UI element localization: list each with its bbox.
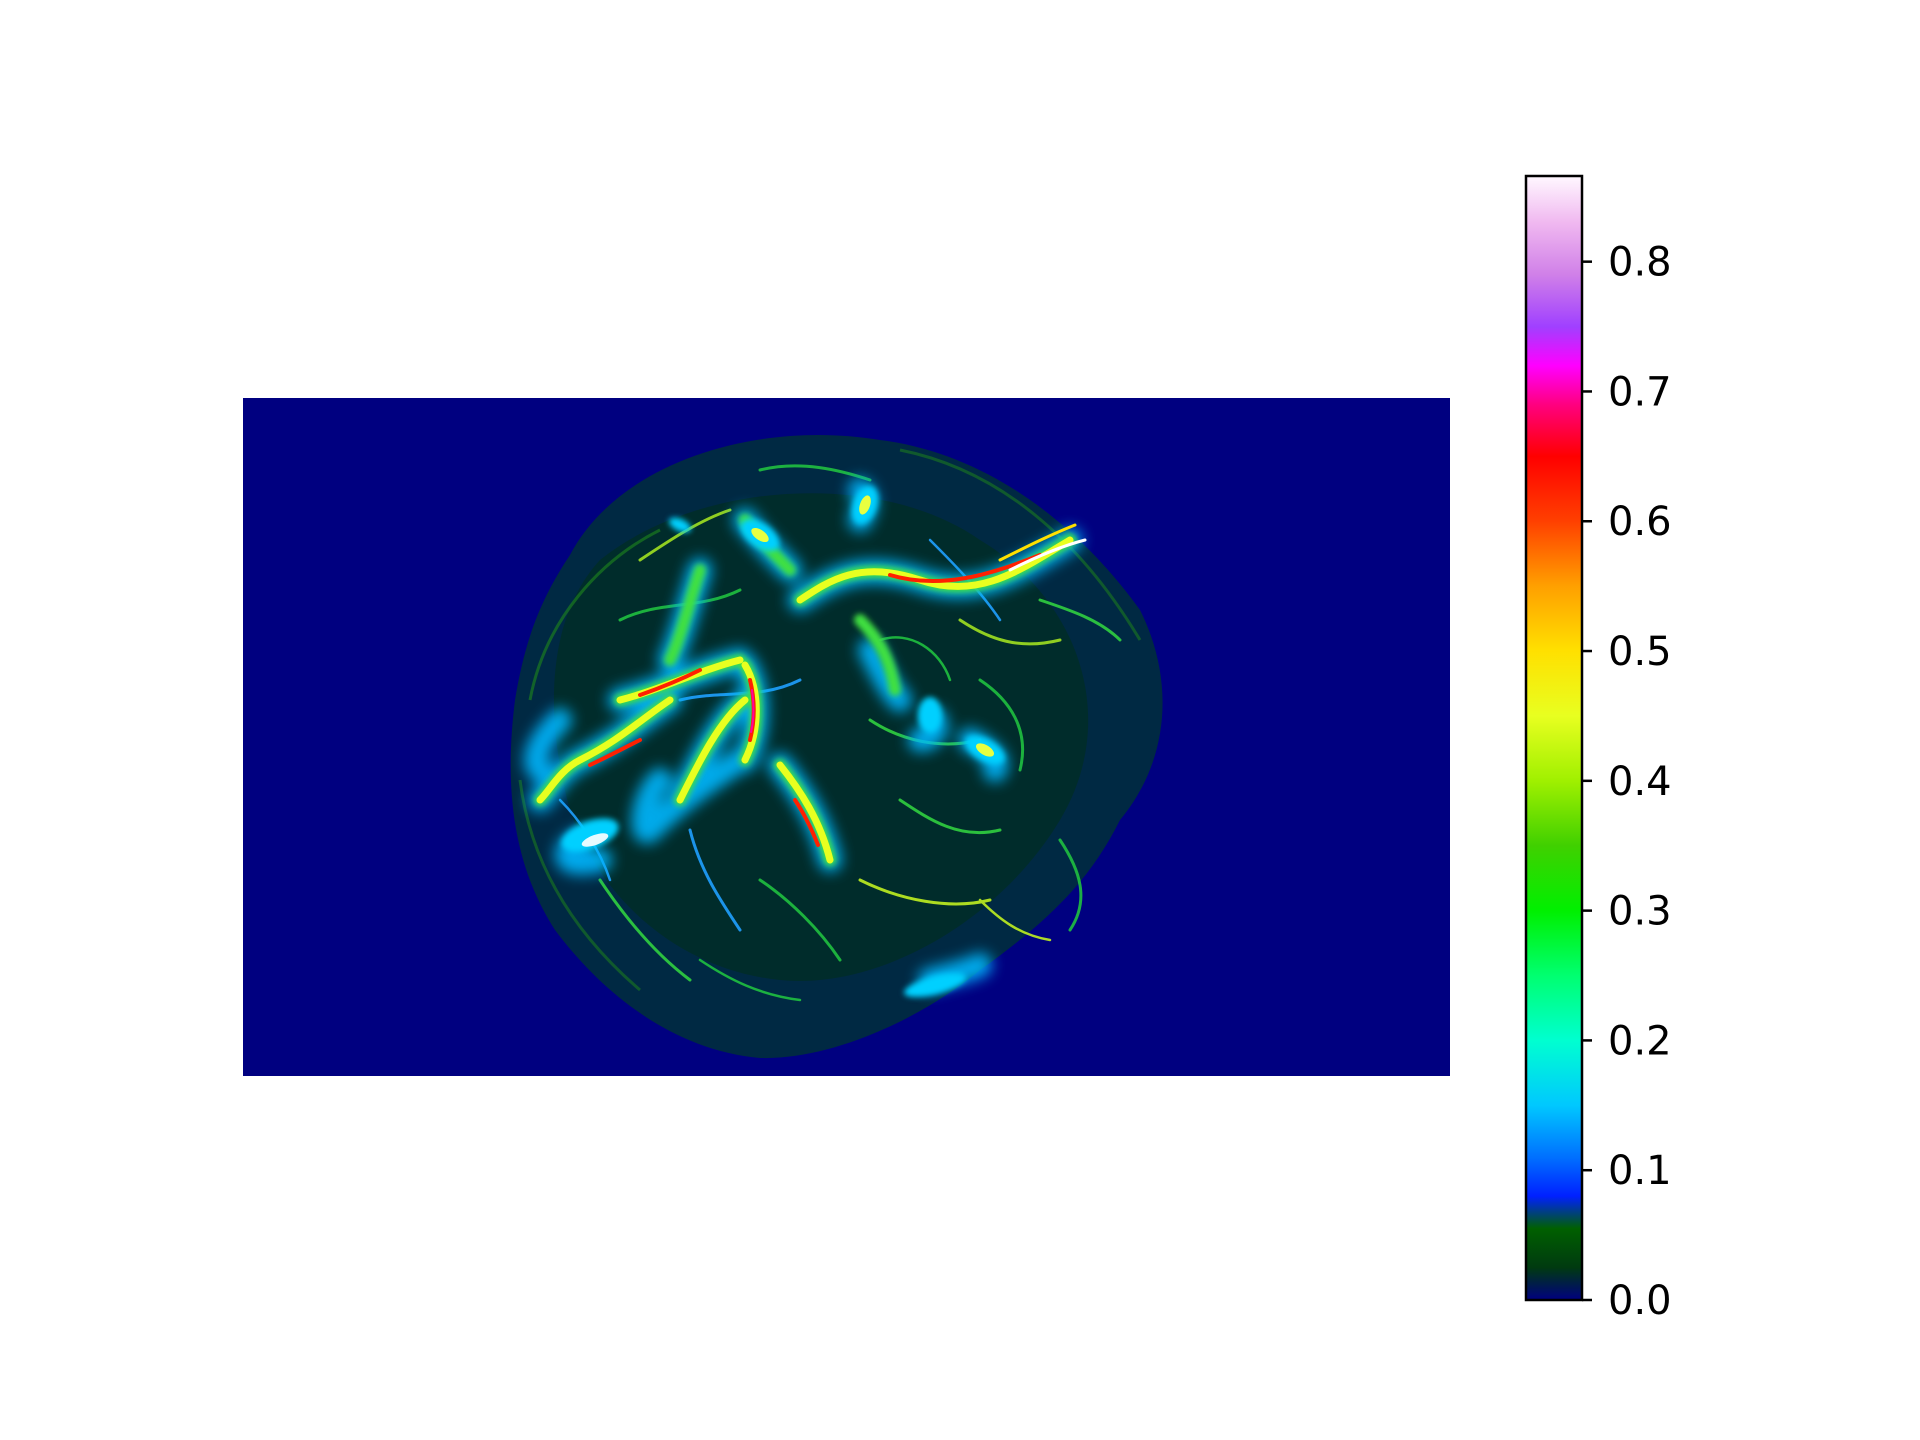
fine-vessels [558,464,1122,1002]
colorbar-tick-label: 0.6 [1608,499,1672,545]
colorbar-tick-label: 0.0 [1608,1278,1672,1324]
colorbar-tick-label: 0.4 [1608,759,1672,805]
heatmap-image [243,398,1450,1076]
colorbar-frame [1524,174,1584,1302]
colorbar: 0.0 0.1 0.2 0.3 0.4 0.5 0.6 0.7 0.8 [1524,174,1672,1324]
colorbar-tick-label: 0.1 [1608,1148,1672,1194]
colorbar-tick-label: 0.8 [1608,240,1672,286]
colorbar-tick-label: 0.5 [1608,629,1672,675]
colorbar-tick-label: 0.7 [1608,369,1672,415]
colorbar-tick-label: 0.3 [1608,889,1672,935]
colorbar-tick-label: 0.2 [1608,1018,1672,1064]
colorbar-gradient [1526,176,1582,1300]
major-vessels [524,478,1087,998]
colorbar-ticks: 0.0 0.1 0.2 0.3 0.4 0.5 0.6 0.7 0.8 [1582,240,1672,1324]
